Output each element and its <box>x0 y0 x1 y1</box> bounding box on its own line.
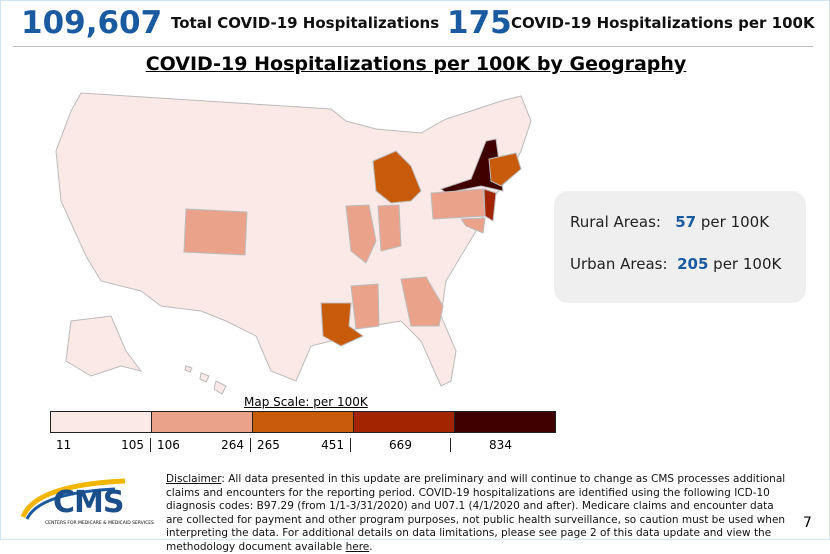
cms-logo-subtitle: CENTERS FOR MEDICARE & MEDICAID SERVICES <box>45 521 154 526</box>
scale-label: 451 <box>321 438 344 452</box>
scale-bin-0 <box>51 412 152 432</box>
scale-label: 265 <box>257 438 280 452</box>
disclaimer: Disclaimer: All data presented in this u… <box>166 473 786 554</box>
us-outline <box>55 92 532 387</box>
disclaimer-label: Disclaimer <box>166 473 222 485</box>
rate-value: 175 <box>447 5 512 41</box>
scale-bin-1 <box>152 412 253 432</box>
rate-label: COVID-19 Hospitalizations per 100K <box>511 14 815 32</box>
scale-label: 834 <box>489 438 512 452</box>
state-IN <box>377 204 402 252</box>
scale-title: Map Scale: per 100K <box>244 395 368 409</box>
scale-bin-2 <box>253 412 354 432</box>
disclaimer-period: . <box>369 540 373 553</box>
urban-unit: per 100K <box>713 255 782 273</box>
scale-label: 11 <box>56 438 72 452</box>
state-GA <box>400 276 444 327</box>
scale-label: 669 <box>389 438 412 452</box>
scale-bin-4 <box>455 412 555 432</box>
state-NJ <box>483 188 497 222</box>
cms-logo: CMS CENTERS FOR MEDICARE & MEDICAID SERV… <box>15 477 154 533</box>
alaska <box>65 315 143 377</box>
summary-box: Rural Areas: 57 per 100K Urban Areas: 20… <box>554 191 806 303</box>
divider <box>13 46 813 47</box>
state-IL <box>345 204 377 264</box>
urban-value: 205 <box>677 255 709 273</box>
state-PA <box>430 188 486 220</box>
scale-bin-3 <box>354 412 455 432</box>
state-MD <box>460 217 486 234</box>
state-MS <box>350 283 380 330</box>
scale-label: 106 <box>157 438 180 452</box>
total-hospitalizations-value: 109,607 <box>21 5 163 41</box>
total-hospitalizations-label: Total COVID-19 Hospitalizations <box>171 14 440 32</box>
hawaii <box>184 365 227 395</box>
scale-labels: 11 105 106 264 265 451 669 834 <box>50 438 550 452</box>
scale-label: 105 <box>121 438 144 452</box>
rural-label: Rural Areas: <box>570 213 661 231</box>
urban-label: Urban Areas: <box>570 255 668 273</box>
map-title: COVID-19 Hospitalizations per 100K by Ge… <box>145 53 687 75</box>
disclaimer-text: : All data presented in this update are … <box>166 473 786 553</box>
methodology-link[interactable]: here <box>345 540 370 553</box>
cms-logo-text: CMS <box>53 485 124 520</box>
state-LA <box>320 302 364 347</box>
rural-value: 57 <box>675 213 697 231</box>
rural-unit: per 100K <box>700 213 770 231</box>
state-MI <box>372 150 422 204</box>
us-choropleth-map <box>55 92 532 395</box>
color-scale <box>50 411 556 433</box>
state-CO <box>183 208 248 256</box>
state-MA-CT <box>488 152 522 187</box>
page-number: 7 <box>803 515 812 531</box>
scale-label: 264 <box>221 438 244 452</box>
